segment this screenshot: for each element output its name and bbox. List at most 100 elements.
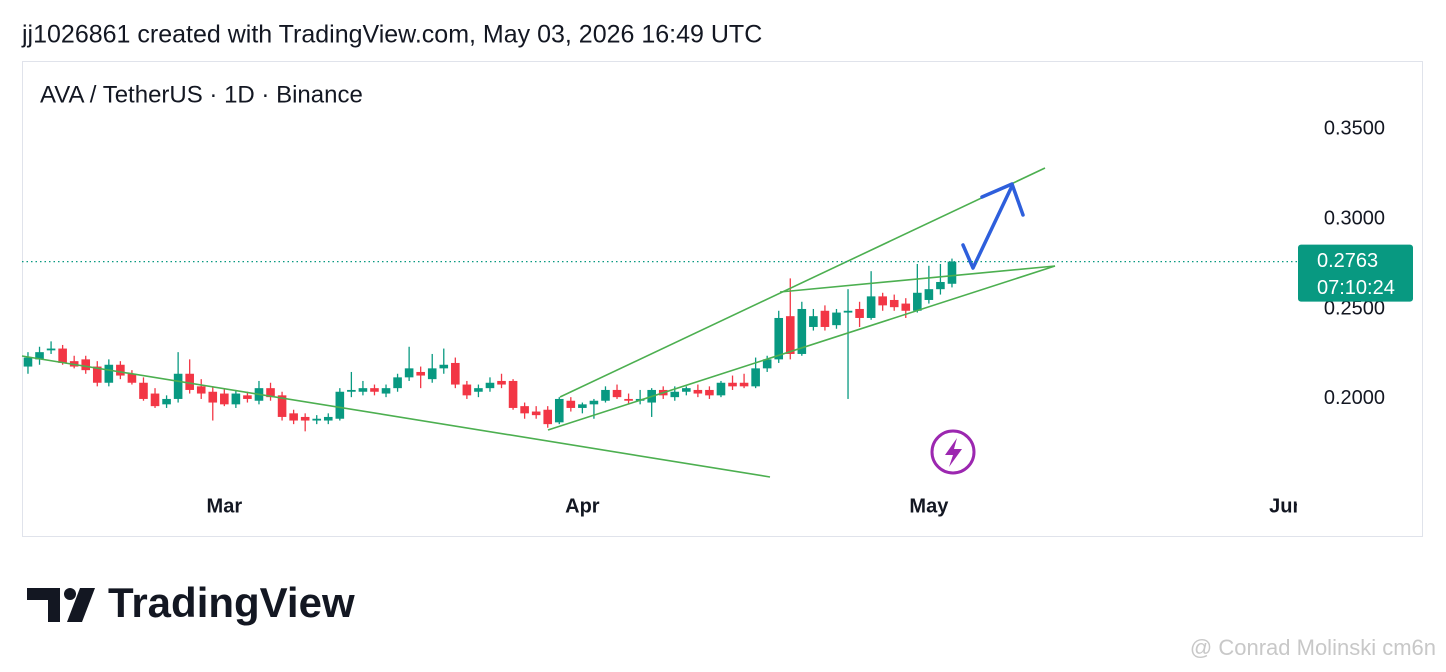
- arrow-head: [980, 182, 1025, 217]
- trend-line: [779, 265, 1056, 293]
- candle-body: [889, 299, 899, 308]
- candle-body: [474, 388, 483, 392]
- candle-body: [762, 359, 772, 369]
- candle-body: [924, 289, 934, 300]
- candle-body: [173, 373, 183, 399]
- candle-body: [289, 413, 298, 421]
- candle-body: [335, 391, 345, 419]
- candle-body: [624, 398, 633, 401]
- candle-body: [139, 382, 148, 399]
- candle-body: [208, 391, 218, 403]
- candle-body: [35, 352, 44, 360]
- axis: 0.2000 0.2500 0.3000 0.3500 Mar Apr May Jun 0.27…: [22, 117, 1413, 517]
- candle-body: [947, 261, 957, 284]
- y-tick-label: 0.3500: [1324, 117, 1385, 139]
- candle-body: [231, 393, 241, 405]
- price-label: 0.2763: [1317, 250, 1378, 272]
- y-tick-label: 0.3000: [1324, 207, 1385, 229]
- x-tick-label: May: [909, 495, 949, 517]
- candle-body: [196, 386, 206, 394]
- trend-line: [547, 265, 1056, 431]
- candle-body: [797, 308, 807, 354]
- candle-body: [855, 308, 864, 318]
- candle-body: [820, 310, 830, 327]
- candle-body: [670, 391, 680, 398]
- candle-body: [705, 389, 714, 396]
- trend-line: [559, 167, 1046, 398]
- candle-body: [485, 382, 495, 389]
- candle-body: [497, 380, 506, 385]
- candles: [23, 258, 957, 432]
- candle-body: [751, 368, 760, 387]
- candle-body: [785, 316, 795, 354]
- candle-body: [520, 406, 529, 414]
- logo: TradingView: [27, 579, 355, 626]
- candle-body: [416, 371, 425, 376]
- candle-body: [277, 395, 287, 417]
- chart-frame: [22, 61, 1423, 537]
- candle-body: [150, 393, 160, 407]
- candle-body: [866, 296, 876, 318]
- candle-body: [243, 395, 252, 399]
- candle-body: [739, 382, 749, 387]
- candle-body: [104, 364, 114, 383]
- candle-body: [716, 382, 726, 396]
- candle-body: [323, 416, 333, 421]
- candle-body: [554, 398, 564, 423]
- logo-mark: [64, 588, 76, 600]
- candle-body: [832, 312, 841, 326]
- candle-body: [358, 388, 368, 392]
- y-tick-label: 0.2000: [1324, 387, 1385, 409]
- candle-body: [381, 388, 391, 394]
- candle-body: [46, 348, 56, 351]
- candle-body: [508, 380, 518, 408]
- candle-body: [451, 362, 460, 385]
- candle-body: [162, 398, 171, 405]
- countdown: 07:10:24: [1317, 277, 1395, 299]
- candle-body: [439, 364, 449, 369]
- candle-body: [774, 317, 784, 360]
- arrow-path: [961, 184, 1014, 270]
- candle-body: [682, 388, 691, 392]
- candle-body: [843, 310, 853, 313]
- logo-mark: [27, 588, 60, 622]
- candle-body: [936, 281, 945, 290]
- x-tick-label: Apr: [565, 495, 600, 517]
- candle-body: [300, 416, 310, 421]
- candle-body: [578, 404, 587, 408]
- candle-body: [266, 388, 275, 398]
- candle-body: [809, 316, 818, 327]
- candle-body: [185, 373, 194, 390]
- chart-title: AVA / TetherUS · 1D · Binance: [40, 81, 363, 108]
- candle-body: [127, 373, 137, 383]
- trend-line: [21, 355, 771, 478]
- candle-body: [543, 409, 553, 425]
- candle-body: [220, 393, 229, 405]
- candle-body: [92, 366, 102, 383]
- x-tick-label: Mar: [207, 495, 243, 517]
- candle-body: [462, 384, 472, 396]
- candle-body: [566, 400, 576, 408]
- candle-body: [878, 296, 887, 306]
- candle-body: [23, 357, 33, 367]
- candle-body: [531, 411, 541, 416]
- lightning-icon: [930, 429, 976, 475]
- logo-text: TradingView: [108, 579, 355, 626]
- candle-body: [901, 303, 911, 311]
- candle-body: [612, 389, 622, 398]
- candle-body: [404, 368, 414, 378]
- candle-body: [393, 377, 402, 389]
- icon-bolt: [945, 438, 962, 467]
- candle-body: [116, 364, 125, 376]
- price-label-box: [1298, 244, 1413, 302]
- arrow: [961, 182, 1025, 270]
- icon-circle: [930, 429, 976, 475]
- candle-body: [427, 368, 437, 380]
- candle-body: [601, 389, 610, 401]
- candle-body: [58, 348, 67, 363]
- candle-body: [728, 382, 737, 387]
- drawings: [21, 167, 1056, 478]
